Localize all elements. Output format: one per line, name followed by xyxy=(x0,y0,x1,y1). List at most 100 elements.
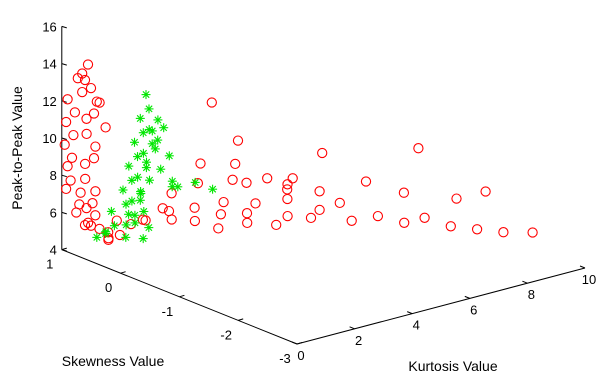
y-tick-label: -1 xyxy=(162,304,174,319)
y-axis-label: Skewness Value xyxy=(62,353,165,369)
data-point-star xyxy=(208,184,218,194)
data-point-star xyxy=(141,90,151,100)
star-stroke xyxy=(148,140,156,148)
data-point-star xyxy=(144,104,154,114)
data-point-star xyxy=(135,195,145,205)
y-tick-label: -2 xyxy=(220,327,232,342)
star-stroke xyxy=(128,176,136,184)
star-stroke xyxy=(142,164,150,172)
z-tick-label: 12 xyxy=(42,94,56,109)
star-stroke xyxy=(136,196,144,204)
data-point-circle xyxy=(74,199,85,210)
x-tick-label: 10 xyxy=(582,272,596,287)
z-tick-mark xyxy=(61,211,67,215)
x-axis-label: Kurtosis Value xyxy=(408,358,497,374)
data-point-circle xyxy=(77,68,88,79)
data-point-star xyxy=(153,135,163,145)
data-point-circle xyxy=(419,212,430,223)
data-point-circle xyxy=(314,204,325,216)
data-point-circle xyxy=(250,198,261,209)
x-tick-mark xyxy=(464,295,470,299)
data-point-circle xyxy=(137,214,149,225)
data-point-circle xyxy=(88,153,100,164)
data-point-circle xyxy=(527,227,538,238)
data-point-circle xyxy=(81,113,92,124)
z-tick-mark xyxy=(61,137,67,140)
z-tick-mark xyxy=(61,100,67,103)
data-point-circle xyxy=(114,229,126,241)
data-point-circle xyxy=(399,217,410,228)
z-tick-mark xyxy=(61,25,67,29)
y-tick-mark xyxy=(238,318,244,321)
data-point-star xyxy=(106,206,116,216)
data-point-star xyxy=(130,218,140,228)
star-stroke xyxy=(107,207,115,215)
z-tick-label: 6 xyxy=(50,205,57,220)
x-tick-label: 2 xyxy=(355,333,362,348)
star-stroke xyxy=(131,138,139,146)
data-point-circle xyxy=(305,212,317,224)
data-point-circle xyxy=(471,224,483,235)
data-point-circle xyxy=(90,186,101,197)
data-point-star xyxy=(144,223,154,233)
data-point-circle xyxy=(195,158,206,169)
star-stroke xyxy=(139,129,147,137)
data-point-circle xyxy=(271,219,282,231)
star-stroke xyxy=(125,210,133,218)
data-point-circle xyxy=(80,173,91,185)
star-stroke xyxy=(134,153,142,161)
data-point-circle xyxy=(157,203,168,214)
data-point-circle xyxy=(262,173,273,184)
data-point-circle xyxy=(166,214,177,225)
y-tick-label: 0 xyxy=(105,280,112,295)
data-point-circle xyxy=(90,210,101,221)
data-point-circle xyxy=(282,193,293,205)
data-point-star xyxy=(159,123,169,133)
star-stroke xyxy=(122,221,130,229)
data-point-circle xyxy=(282,179,293,190)
z-tick-label: 14 xyxy=(42,57,56,72)
star-stroke xyxy=(145,224,153,232)
data-point-circle xyxy=(282,184,293,195)
data-point-star xyxy=(121,220,131,230)
data-point-circle xyxy=(334,197,345,209)
data-point-circle xyxy=(62,161,73,172)
data-point-star xyxy=(135,113,145,123)
data-point-star xyxy=(147,126,157,136)
data-point-circle xyxy=(372,210,384,222)
star-stroke xyxy=(119,186,127,194)
data-point-star xyxy=(118,185,128,195)
data-point-circle xyxy=(445,221,456,232)
star-stroke xyxy=(151,145,159,153)
labels-layer: Peak-to-Peak Value Skewness Value Kurtos… xyxy=(9,86,498,374)
z-tick-label: 8 xyxy=(50,168,57,183)
data-point-circle xyxy=(85,82,97,94)
data-point-circle xyxy=(189,202,200,213)
data-point-star xyxy=(164,151,174,161)
star-stroke xyxy=(122,200,130,208)
data-point-star xyxy=(150,144,160,154)
z-axis-label: Peak-to-Peak Value xyxy=(9,86,25,210)
data-point-circle xyxy=(189,215,201,227)
data-point-circle xyxy=(81,128,92,140)
data-point-star xyxy=(124,209,134,219)
data-point-star xyxy=(138,128,148,138)
data-point-circle xyxy=(79,219,91,231)
data-point-circle xyxy=(498,227,509,238)
star-stroke xyxy=(143,158,151,166)
star-stroke xyxy=(102,228,110,236)
data-point-star xyxy=(130,137,139,147)
star-stroke xyxy=(122,233,130,241)
y-tick-label: -3 xyxy=(279,351,291,366)
data-point-star xyxy=(142,157,151,167)
data-point-circle xyxy=(85,220,97,231)
y-tick-label: 1 xyxy=(46,257,53,272)
star-stroke xyxy=(145,105,153,113)
x-tick-mark xyxy=(407,311,413,315)
star-stroke xyxy=(165,152,173,160)
star-stroke xyxy=(146,176,154,184)
data-point-circle xyxy=(81,202,92,214)
star-stroke xyxy=(160,124,168,132)
data-point-star xyxy=(190,177,200,187)
